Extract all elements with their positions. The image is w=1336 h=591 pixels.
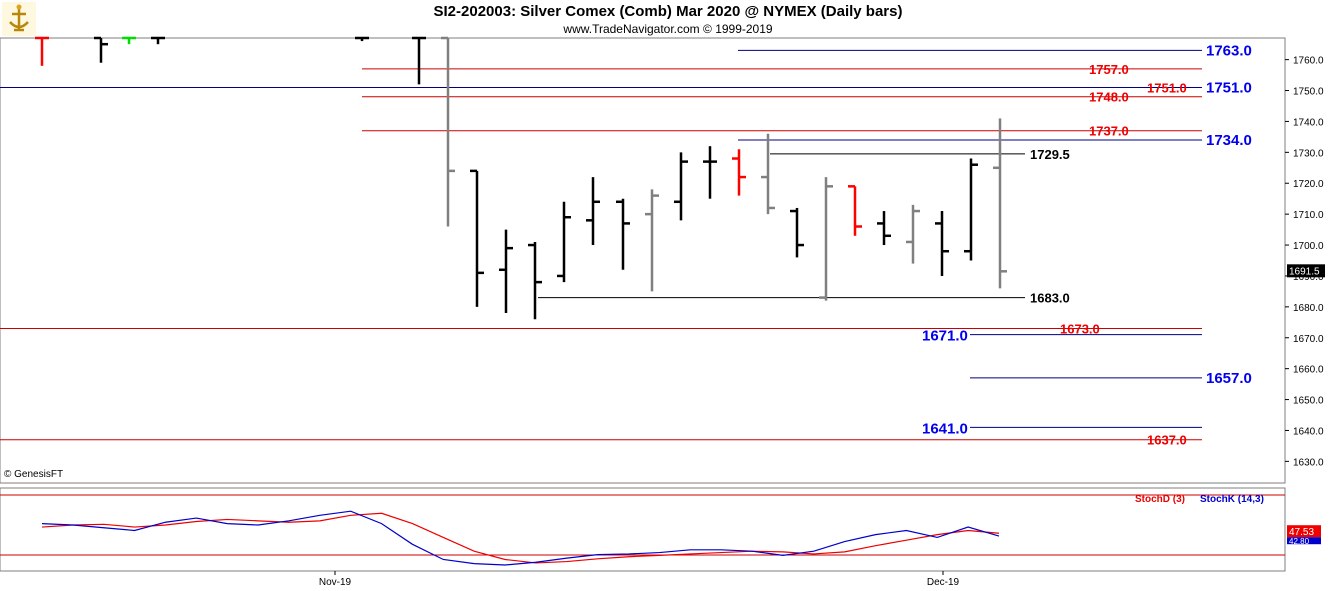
ohlc-bar bbox=[94, 36, 108, 63]
y-tick-label: 1660.0 bbox=[1293, 365, 1324, 376]
stochk-value-label: 42.80 bbox=[1289, 537, 1310, 546]
ohlc-bar bbox=[35, 36, 49, 66]
level-label-secondary: 1751.0 bbox=[1147, 80, 1187, 95]
level-label: 1757.0 bbox=[1089, 62, 1129, 77]
ohlc-bar bbox=[470, 169, 484, 307]
ohlc-bar bbox=[848, 185, 862, 236]
ohlc-bar bbox=[586, 177, 600, 246]
y-tick-label: 1680.0 bbox=[1293, 303, 1324, 314]
level-label: 1637.0 bbox=[1147, 433, 1187, 448]
ohlc-bar bbox=[964, 158, 978, 261]
ohlc-bar bbox=[616, 198, 630, 270]
ohlc-bar bbox=[819, 177, 833, 301]
level-label: 1657.0 bbox=[1206, 370, 1252, 387]
ohlc-bar bbox=[645, 189, 659, 292]
stochd-line bbox=[41, 512, 1000, 564]
chart-header: SI2-202003: Silver Comex (Comb) Mar 2020… bbox=[0, 0, 1336, 38]
level-label: 1641.0 bbox=[922, 420, 968, 437]
y-tick-label: 1740.0 bbox=[1293, 117, 1324, 128]
last-price-tag bbox=[1287, 264, 1325, 278]
y-tick-label: 1750.0 bbox=[1293, 87, 1324, 98]
ohlc-bar bbox=[877, 211, 891, 246]
ohlc-bar bbox=[355, 36, 369, 42]
stochd-value-label: 47.53 bbox=[1289, 527, 1314, 538]
ohlc-bar bbox=[935, 211, 949, 276]
level-label: 1683.0 bbox=[1030, 291, 1070, 306]
ohlc-bar bbox=[993, 118, 1007, 289]
stochk-legend: StochK (14,3) bbox=[1200, 494, 1264, 505]
y-tick-label: 1710.0 bbox=[1293, 210, 1324, 221]
y-tick-label: 1670.0 bbox=[1293, 334, 1324, 345]
copyright-label: © GenesisFT bbox=[4, 469, 64, 480]
ohlc-bar bbox=[906, 204, 920, 264]
y-tick-label: 1760.0 bbox=[1293, 56, 1324, 67]
level-label: 1763.0 bbox=[1206, 42, 1252, 59]
x-tick-label: Nov-19 bbox=[319, 577, 352, 588]
ohlc-bar bbox=[703, 146, 717, 199]
ohlc-bar bbox=[151, 36, 165, 45]
ohlc-bar bbox=[412, 36, 426, 85]
level-label: 1729.5 bbox=[1030, 147, 1070, 162]
level-label: 1673.0 bbox=[1060, 321, 1100, 336]
y-tick-label: 1690.0 bbox=[1293, 272, 1324, 283]
stoch-plot-frame bbox=[0, 487, 1286, 572]
level-label: 1737.0 bbox=[1089, 124, 1129, 139]
level-label: 1671.0 bbox=[922, 328, 968, 345]
chart-title: SI2-202003: Silver Comex (Comb) Mar 2020… bbox=[433, 3, 903, 20]
ohlc-bar bbox=[761, 133, 775, 215]
y-tick-label: 1700.0 bbox=[1293, 241, 1324, 252]
stochk-line bbox=[41, 510, 1000, 566]
stochd-legend: StochD (3) bbox=[1135, 494, 1185, 505]
ohlc-bar bbox=[674, 152, 688, 221]
y-tick-label: 1640.0 bbox=[1293, 426, 1324, 437]
trade-navigator-logo-icon bbox=[2, 2, 36, 36]
y-tick-label: 1650.0 bbox=[1293, 396, 1324, 407]
price-plot-frame bbox=[0, 37, 1286, 484]
level-label: 1748.0 bbox=[1089, 90, 1129, 105]
ohlc-bar bbox=[528, 241, 542, 320]
y-tick-label: 1630.0 bbox=[1293, 457, 1324, 468]
y-tick-label: 1730.0 bbox=[1293, 148, 1324, 159]
ohlc-bar bbox=[790, 207, 804, 258]
ohlc-bar bbox=[499, 229, 513, 314]
level-label: 1734.0 bbox=[1206, 132, 1252, 149]
x-tick-label: Dec-19 bbox=[927, 577, 960, 588]
ohlc-bar bbox=[122, 36, 136, 45]
last-price-label: 1691.5 bbox=[1289, 266, 1320, 277]
stochk-value-tag bbox=[1287, 537, 1321, 545]
y-tick-label: 1720.0 bbox=[1293, 179, 1324, 190]
ohlc-bar bbox=[441, 36, 455, 227]
ohlc-bar bbox=[557, 201, 571, 283]
ohlc-bar bbox=[732, 149, 746, 196]
level-label: 1751.0 bbox=[1206, 79, 1252, 96]
stochd-value-tag bbox=[1287, 525, 1321, 538]
chart-subtitle: www.TradeNavigator.com © 1999-2019 bbox=[563, 22, 773, 36]
